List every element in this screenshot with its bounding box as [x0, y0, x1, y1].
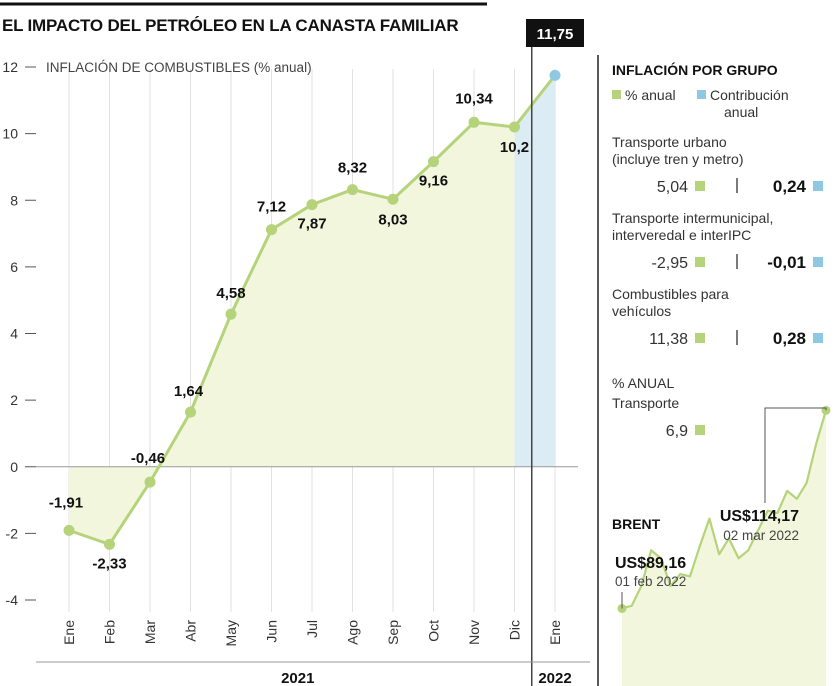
x-tick-label: Mar [142, 620, 158, 644]
anual-swatch [695, 425, 705, 435]
data-point [428, 156, 439, 168]
data-point [306, 199, 318, 211]
group-anual-value: 5,04 [657, 179, 688, 196]
year-label: 2021 [281, 670, 314, 686]
legend-swatch-anual [612, 90, 621, 99]
brent-start-date: 01 feb 2022 [615, 574, 686, 589]
data-label: 4,58 [216, 285, 245, 302]
anual-swatch [695, 257, 705, 267]
legend-label-contrib: Contribución [710, 87, 789, 103]
data-point [468, 116, 480, 128]
group-name: interveredal e interIPC [612, 227, 751, 243]
y-tick-label: 2 [10, 392, 18, 408]
chart-subtitle: INFLACIÓN DE COMBUSTIBLES (% anual) [46, 60, 312, 75]
group-name: Transporte intermunicipal, [612, 210, 773, 226]
x-tick-label: Abr [183, 620, 199, 642]
x-tick-label: Jul [304, 620, 320, 638]
data-label: 9,16 [419, 173, 448, 190]
y-tick-label: 4 [10, 326, 18, 342]
transport-label: Transporte [612, 395, 679, 411]
group-inflation-panel: INFLACIÓN POR GRUPO % anual Contribuciónan… [612, 61, 823, 440]
brent-line [621, 410, 828, 610]
group-name: Transporte urbano [612, 134, 727, 150]
data-label: 8,32 [338, 160, 367, 177]
side-title: INFLACIÓN POR GRUPO [612, 61, 778, 78]
latest-value-badge [526, 19, 584, 47]
group-anual-value: -2,95 [652, 255, 689, 272]
contrib-swatch [813, 333, 823, 343]
legend-swatch-contrib [697, 90, 706, 99]
area-fill-2022 [514, 75, 555, 467]
brent-end-date: 02 mar 2022 [723, 528, 799, 543]
data-point [104, 538, 115, 550]
brent-panel: BRENT US$114,17 02 mar 2022 US$89,16 01 feb … [612, 405, 831, 686]
data-point [549, 69, 561, 81]
group-contrib-value: -0,01 [767, 253, 806, 272]
year-label: 2022 [538, 670, 571, 686]
x-tick-label: May [223, 620, 239, 646]
brent-end-value: US$114,17 [720, 508, 799, 525]
data-point [144, 476, 156, 488]
y-tick-label: 0 [10, 459, 18, 475]
transport-label: % ANUAL [612, 375, 674, 391]
data-label: 10,2 [500, 139, 529, 156]
data-label: -1,91 [49, 494, 83, 511]
y-tick-label: 12 [2, 59, 18, 75]
y-tick-label: 10 [2, 126, 18, 142]
data-point [63, 524, 75, 536]
group-name: vehículos [612, 303, 671, 319]
plot-area: -4 -2 0 2 4 6 8 10 12 INFLACIÓN DE COMBUSTIBLES (… [2, 19, 590, 686]
data-point [347, 184, 358, 196]
data-label: 1,64 [174, 383, 204, 400]
data-point [225, 308, 237, 320]
y-tick-label: 8 [10, 192, 18, 208]
x-tick-label: Nov [466, 620, 482, 645]
contrib-swatch [813, 181, 823, 191]
data-label: 11,75 [537, 26, 574, 43]
y-tick-label: -2 [6, 525, 19, 541]
group-name: Combustibles para [612, 286, 729, 302]
brent-end-leader [764, 407, 827, 503]
group-anual-value: 11,38 [649, 331, 688, 348]
x-tick-label: Sep [385, 620, 401, 645]
legend-label-anual: % anual [625, 87, 676, 103]
data-point [185, 406, 196, 418]
data-point [266, 224, 277, 236]
legend-label-contrib: anual [724, 104, 758, 120]
data-label: 7,87 [297, 216, 326, 233]
anual-swatch [695, 333, 705, 343]
data-label: 10,34 [455, 90, 493, 107]
group-contrib-value: 0,28 [773, 329, 806, 348]
x-tick-label: Feb [102, 620, 118, 644]
area-fill [69, 122, 515, 545]
chart-title: EL IMPACTO DEL PETRÓLEO EN LA CANASTA FA… [2, 16, 458, 35]
anual-swatch [695, 181, 705, 191]
data-point [509, 121, 520, 133]
data-label: 7,12 [257, 199, 286, 216]
x-tick-label: Ene [547, 620, 563, 645]
y-tick-label: 6 [10, 259, 18, 275]
transport-value: 6,9 [666, 423, 688, 440]
brent-start-value: US$89,16 [615, 555, 686, 572]
group-name: (incluye tren y metro) [612, 151, 743, 167]
data-label: -0,46 [131, 450, 165, 467]
contrib-swatch [813, 257, 823, 267]
brent-label: BRENT [612, 516, 661, 532]
group-contrib-value: 0,24 [773, 177, 807, 196]
x-tick-label: Ene [61, 620, 77, 645]
data-label: 8,03 [378, 211, 407, 228]
x-tick-label: Dic [507, 620, 523, 640]
data-point [387, 193, 399, 205]
data-label: -2,33 [92, 555, 126, 572]
x-tick-label: Oct [426, 620, 442, 642]
x-tick-label: Jun [264, 620, 280, 643]
x-tick-label: Ago [345, 620, 361, 645]
y-tick-label: -4 [6, 592, 19, 608]
